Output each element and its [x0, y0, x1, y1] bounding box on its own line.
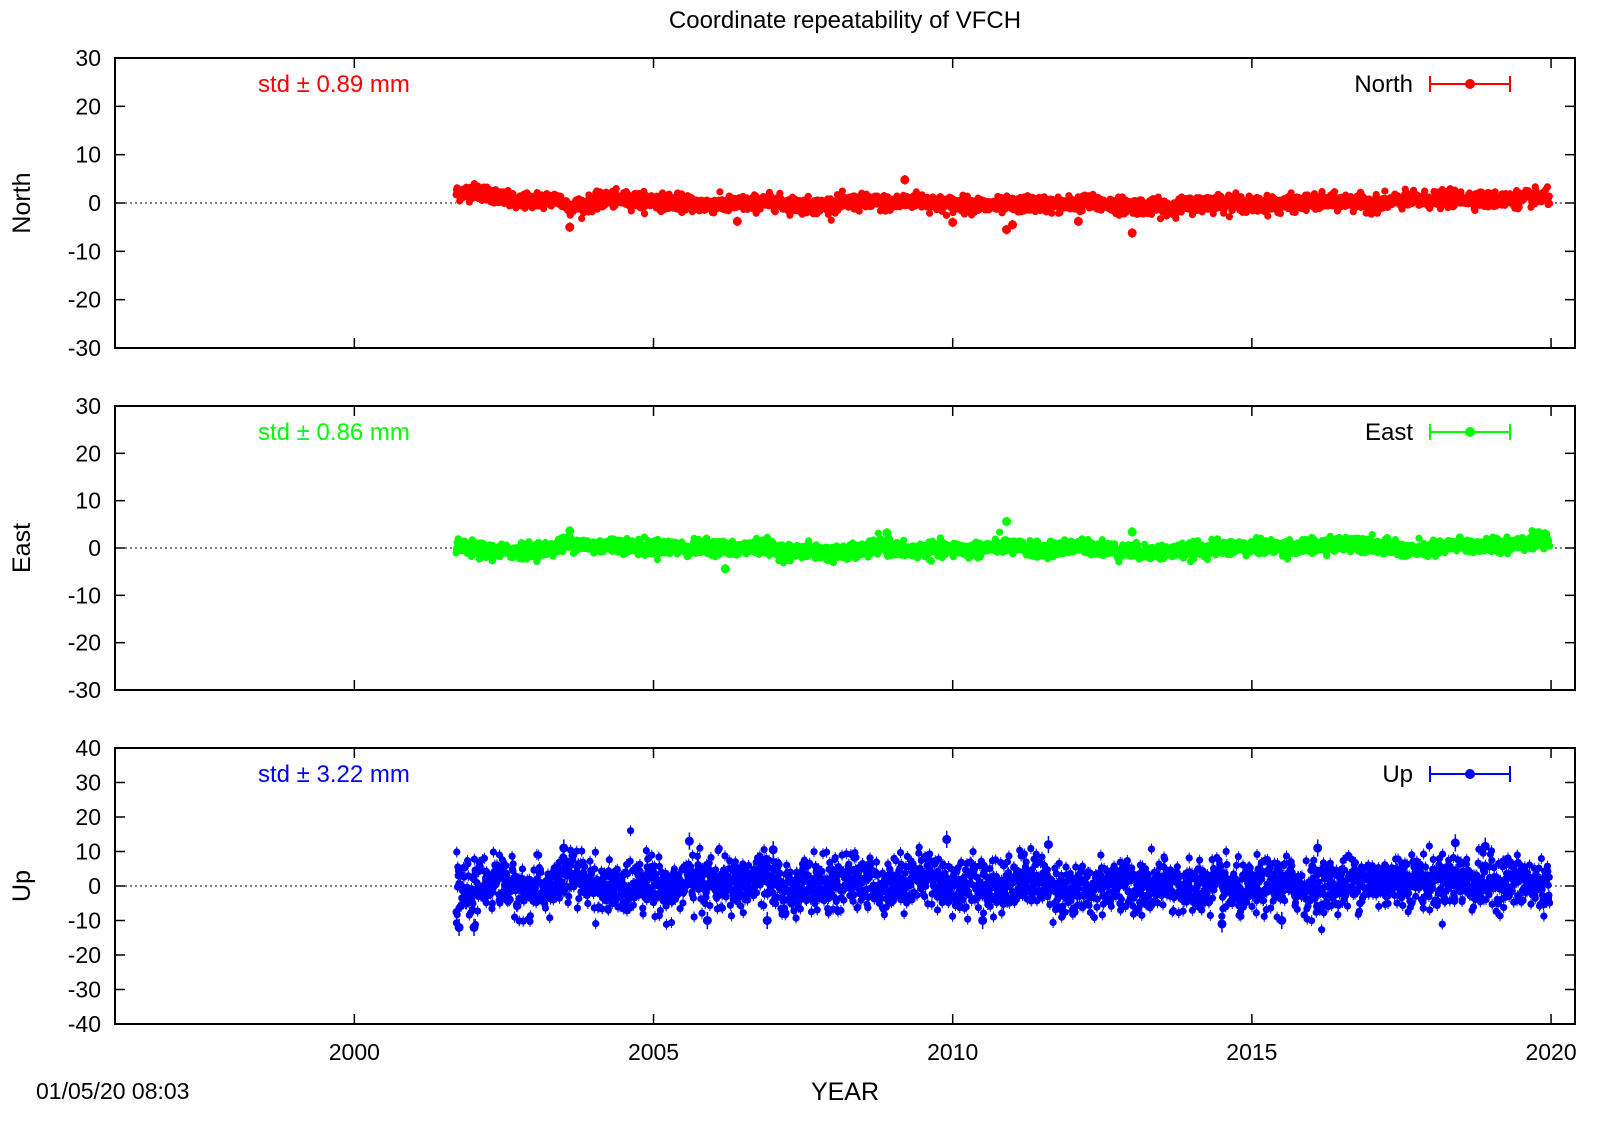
data-point [926, 210, 933, 217]
y-tick-label: 10 [75, 142, 101, 168]
y-tick-label: -20 [68, 287, 101, 313]
data-point [828, 217, 835, 224]
data-point [772, 208, 779, 215]
y-tick-label: 20 [75, 93, 101, 119]
data-point [1264, 212, 1271, 219]
data-point [805, 193, 812, 200]
data-point [1331, 188, 1338, 195]
y-axis-label: North [8, 172, 36, 233]
y-tick-label: 0 [88, 190, 101, 216]
data-point [628, 207, 635, 214]
y-tick-label: -10 [68, 238, 101, 264]
data-point [1226, 213, 1233, 220]
y-tick-label: -30 [68, 335, 101, 361]
data-point [641, 210, 648, 217]
y-tick-label: 30 [75, 45, 101, 71]
chart-title: Coordinate repeatability of VFCH [669, 7, 1021, 34]
data-point [613, 185, 620, 192]
data-point [716, 188, 723, 195]
data-point [1277, 210, 1284, 217]
data-series-north [452, 175, 1553, 238]
data-point [839, 187, 846, 194]
data-point [943, 212, 950, 219]
data-point [1048, 210, 1055, 217]
